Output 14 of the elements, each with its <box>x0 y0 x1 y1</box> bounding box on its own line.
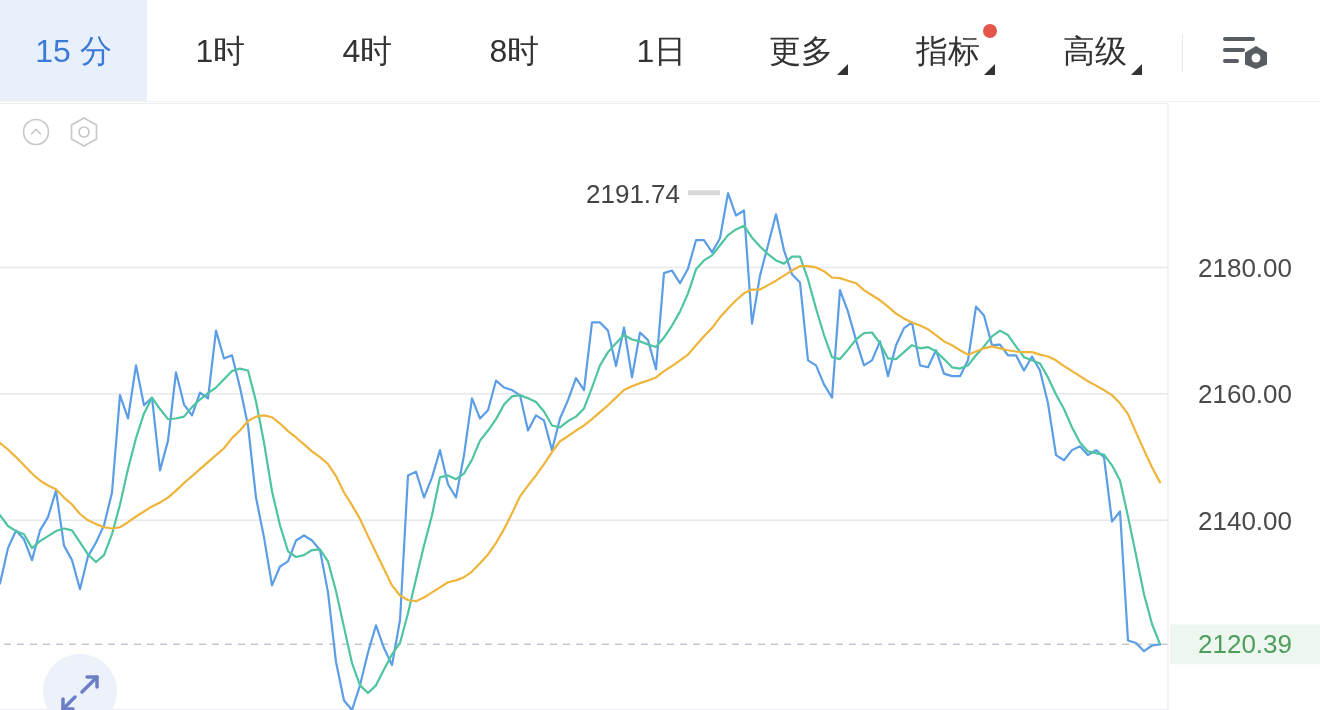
text: 4时 <box>342 31 393 71</box>
y-tick-label: 2140.00 <box>1198 505 1292 536</box>
text: 15 分 <box>35 31 112 71</box>
text: 8时 <box>489 31 540 71</box>
text: 高级 <box>1063 31 1127 71</box>
text: 指标 <box>916 31 980 71</box>
y-tick-label: 2160.00 <box>1198 379 1292 410</box>
text: 1日 <box>636 31 687 71</box>
text: 1时 <box>195 31 246 71</box>
y-tick-label: 2180.00 <box>1198 252 1292 283</box>
line-series <box>0 265 1162 603</box>
annotation: 2191.74 <box>586 179 680 210</box>
text: 更多 <box>769 31 833 71</box>
ref-line-label: 2120.39 <box>1198 629 1292 660</box>
